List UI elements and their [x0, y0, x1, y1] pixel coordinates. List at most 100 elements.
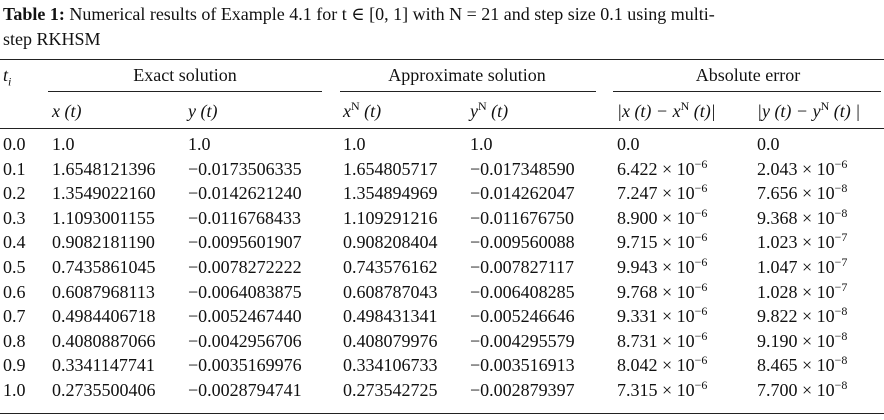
cell: 8.042 × 10−6: [617, 354, 707, 375]
cell: 0.4984406718: [52, 306, 156, 327]
column-header-base: |y (t) − y: [757, 101, 821, 121]
cell: 0.6087968113: [52, 281, 155, 302]
cell: 1.6548121396: [52, 158, 156, 179]
cell: 1.0: [188, 134, 211, 154]
cell: −0.004295579: [470, 330, 575, 351]
column-header-sup: N: [680, 99, 690, 113]
header-rule: [0, 128, 884, 129]
cell: 9.331 × 10−6: [617, 304, 708, 327]
caption-label: Table 1:: [3, 4, 65, 24]
cell-base: 7.247 × 10: [617, 183, 695, 204]
cell: 1.0: [343, 134, 366, 154]
cell: 0.0: [3, 134, 26, 154]
column-header: |x (t) − xN (t)|: [617, 99, 716, 121]
column-header-sup: N: [820, 99, 830, 113]
cell: 1.354894969: [343, 183, 438, 204]
cell: −0.003516913: [470, 355, 575, 376]
cell: 8.900 × 10−6: [617, 205, 708, 228]
cell-base: 6.422 × 10: [617, 158, 695, 179]
cell: 9.943 × 10−6: [617, 255, 708, 277]
cell: 0.4080887066: [52, 330, 156, 351]
caption-text: step RKHSM: [3, 29, 101, 49]
cell: −0.0078272222: [188, 257, 302, 277]
cell: 1.028 × 10−7: [757, 281, 847, 302]
column-header-arg: (t): [359, 101, 382, 121]
cell: 9.368 × 10−8: [757, 207, 847, 228]
cell: 1.109291216: [343, 207, 438, 228]
cell-exp: −6: [834, 156, 848, 171]
cell-exp: −6: [694, 255, 708, 269]
cell-exp: −6: [694, 378, 708, 392]
cell: −0.007827117: [470, 257, 574, 277]
group-rule: [340, 91, 596, 92]
cell: 2.043 × 10−6: [757, 156, 848, 179]
cell: 0.6: [3, 281, 26, 302]
cell-base: 9.715 × 10: [617, 232, 695, 253]
cell-exp: −6: [694, 304, 708, 319]
cell-base: 7.700 × 10: [757, 380, 835, 400]
cell: 0.4: [3, 232, 26, 253]
column-header: x (t): [52, 101, 82, 121]
column-header-arg: (t) |: [829, 101, 861, 121]
cell: 1.0: [52, 134, 75, 154]
cell: 1.1093001155: [52, 207, 155, 228]
cell-exp: −8: [834, 304, 848, 319]
cell: −0.005246646: [470, 306, 575, 327]
cell: −0.0173506335: [188, 158, 302, 179]
cell: 0.2735500406: [52, 380, 156, 400]
cell: 7.315 × 10−6: [617, 378, 708, 400]
top-rule: [0, 59, 884, 60]
column-header-base: x: [343, 101, 351, 121]
cell: 7.656 × 10−8: [757, 181, 848, 203]
cell: 0.9: [3, 355, 26, 376]
row-header-base: t: [3, 65, 9, 85]
cell-base: 9.190 × 10: [757, 330, 835, 351]
cell: 1.0: [3, 380, 26, 400]
cell: 1.3549022160: [52, 183, 156, 204]
group-rule: [613, 91, 881, 92]
column-header-sup: N: [478, 99, 487, 113]
cell: 0.7: [3, 306, 26, 327]
group-rule: [48, 91, 322, 92]
cell-base: 8.465 × 10: [757, 355, 835, 376]
cell: 9.715 × 10−6: [617, 231, 707, 253]
column-header-sup: N: [351, 99, 360, 113]
cell-base: 1.028 × 10: [757, 281, 835, 302]
cell: 1.654805717: [343, 158, 438, 179]
cell: 1.023 × 10−7: [757, 231, 847, 252]
cell: 6.422 × 10−6: [617, 158, 707, 179]
cell: −0.006408285: [470, 281, 575, 302]
cell-base: 9.768 × 10: [617, 281, 695, 302]
group-header: Approximate solution: [388, 65, 546, 85]
column-header-arg: (t): [486, 101, 509, 121]
cell: −0.0052467440: [188, 306, 302, 327]
cell: 0.908208404: [343, 232, 438, 253]
cell-exp: −8: [834, 181, 848, 196]
cell: 7.700 × 10−8: [757, 378, 848, 400]
cell-exp: −6: [694, 205, 708, 220]
cell-base: 9.943 × 10: [617, 257, 695, 277]
cell-base: 9.822 × 10: [757, 306, 835, 327]
cell-base: 9.331 × 10: [617, 306, 695, 327]
column-header-base: |x (t) − x: [617, 101, 681, 121]
cell: 0.7435861045: [52, 257, 156, 277]
cell: −0.0028794741: [188, 380, 302, 400]
cell: 1.0: [470, 134, 493, 154]
cell: 0.2: [3, 183, 26, 204]
cell: 0.5: [3, 257, 26, 277]
cell: −0.0142621240: [188, 183, 302, 204]
column-header-base: y: [470, 101, 478, 121]
cell-exp: −8: [834, 353, 848, 368]
cell: 9.768 × 10−6: [617, 281, 707, 302]
cell-base: 1.047 × 10: [757, 257, 835, 277]
cell-exp: −8: [834, 378, 848, 392]
cell: 0.0: [757, 134, 780, 154]
cell: 0.0: [617, 134, 640, 154]
cell: 0.273542725: [343, 380, 438, 400]
cell-exp: −7: [834, 255, 848, 269]
cell: −0.014262047: [470, 183, 575, 204]
column-header-base: y: [188, 101, 196, 121]
cell: 0.9082181190: [52, 232, 155, 253]
cell: 9.190 × 10−8: [757, 330, 847, 351]
